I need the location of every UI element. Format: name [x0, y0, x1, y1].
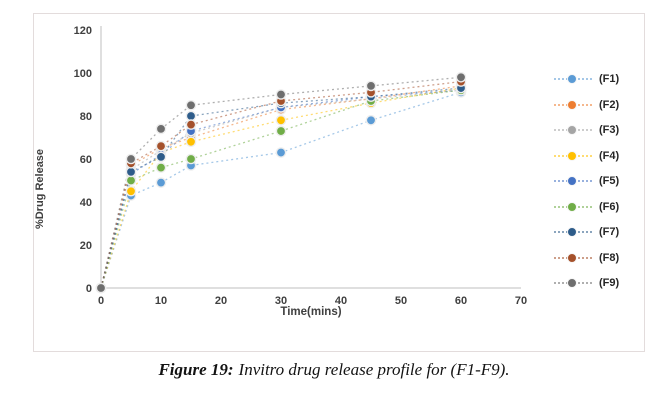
data-point-F9	[455, 72, 467, 83]
legend-dot-icon	[567, 176, 577, 186]
legend-label: (F9)	[599, 277, 620, 289]
data-point-F4	[125, 185, 137, 197]
y-axis-title-text: %Drug Release	[34, 148, 46, 230]
legend-label: (F7)	[599, 226, 620, 238]
x-tick-label: 0	[98, 295, 104, 307]
data-point-F9	[95, 282, 107, 294]
x-tick-label: 70	[515, 295, 527, 307]
legend-dot-icon	[567, 227, 577, 237]
data-point-F1	[275, 147, 287, 158]
data-point-F7	[185, 110, 197, 122]
data-point-F6	[155, 162, 167, 173]
data-point-F6	[125, 175, 137, 186]
data-point-F9	[365, 80, 377, 92]
legend-dot-icon	[567, 201, 577, 212]
data-point-F9	[275, 89, 287, 100]
data-point-F9	[125, 153, 137, 165]
legend-dot-icon	[567, 278, 577, 288]
data-point-F9	[155, 123, 167, 135]
legend-label: (F5)	[599, 175, 620, 187]
y-tick-label: 40	[80, 197, 92, 209]
legend-item-f8[interactable]: (F8)	[554, 249, 644, 267]
chart-legend: (F1) (F2) (F3) (F4) (F5) (F6) (F7) (F8) (F9)	[554, 70, 644, 292]
y-axis-title: %Drug Release	[32, 104, 48, 274]
legend-marker-icon	[554, 150, 592, 161]
data-point-F9	[185, 99, 197, 111]
legend-item-f6[interactable]: (F6)	[554, 198, 644, 216]
legend-marker-icon	[554, 227, 592, 237]
data-point-F4	[275, 115, 287, 126]
legend-dot-icon	[567, 252, 577, 263]
x-tick-label: 50	[395, 295, 407, 307]
y-tick-label: 80	[80, 111, 92, 123]
legend-label: (F4)	[599, 149, 620, 162]
x-axis-title: Time(mins)	[280, 306, 342, 318]
x-tick-label: 10	[155, 295, 167, 307]
legend-item-f3[interactable]: (F3)	[554, 121, 644, 139]
legend-marker-icon	[554, 252, 592, 263]
x-tick-label: 60	[455, 295, 467, 307]
data-point-F1	[155, 177, 167, 188]
data-point-F1	[365, 115, 377, 126]
x-tick-label: 30	[275, 295, 287, 307]
data-point-F7	[125, 166, 137, 178]
y-tick-label: 20	[80, 240, 92, 252]
legend-marker-icon	[554, 99, 592, 110]
chart-canvas: 0 20 40 60 80 100 120 0 10 20 30 40 50 60 70	[74, 25, 527, 307]
data-point-F6	[185, 153, 197, 165]
figure-caption-text: Invitro drug release profile for (F1-F9)…	[238, 360, 510, 379]
y-tick-label: 0	[86, 283, 92, 295]
legend-item-f9[interactable]: (F9)	[554, 274, 644, 292]
legend-marker-icon	[554, 278, 592, 288]
legend-dot-icon	[567, 74, 577, 84]
legend-dot-icon	[567, 125, 577, 135]
legend-item-f7[interactable]: (F7)	[554, 223, 644, 241]
data-point-F8	[185, 119, 197, 130]
legend-marker-icon	[554, 125, 592, 135]
legend-label: (F2)	[599, 98, 620, 111]
figure-caption-number: Figure 19:	[158, 360, 234, 379]
legend-item-f4[interactable]: (F4)	[554, 147, 644, 165]
legend-item-f1[interactable]: (F1)	[554, 70, 644, 88]
legend-label: (F3)	[599, 124, 620, 136]
legend-marker-icon	[554, 201, 592, 212]
y-tick-label: 60	[80, 154, 92, 166]
figure-caption: Figure 19: Invitro drug release profile f…	[0, 360, 668, 380]
y-tick-label: 100	[74, 68, 92, 80]
legend-label: (F1)	[599, 73, 620, 85]
chart-figure-frame: 0 20 40 60 80 100 120 0 10 20 30 40 50 60 70 %Drug Rel…	[33, 13, 645, 352]
y-tick-label: 120	[74, 25, 92, 37]
x-tick-label: 40	[335, 295, 347, 307]
legend-item-f5[interactable]: (F5)	[554, 172, 644, 190]
legend-dot-icon	[567, 99, 577, 110]
data-point-F8	[155, 140, 167, 152]
x-tick-label: 20	[215, 295, 227, 307]
legend-label: (F8)	[599, 251, 620, 264]
legend-marker-icon	[554, 176, 592, 186]
data-point-F4	[185, 136, 197, 148]
legend-label: (F6)	[599, 200, 620, 213]
legend-item-f2[interactable]: (F2)	[554, 96, 644, 114]
legend-dot-icon	[567, 150, 577, 161]
data-point-F6	[275, 125, 287, 137]
data-point-F7	[155, 151, 167, 163]
legend-marker-icon	[554, 74, 592, 84]
